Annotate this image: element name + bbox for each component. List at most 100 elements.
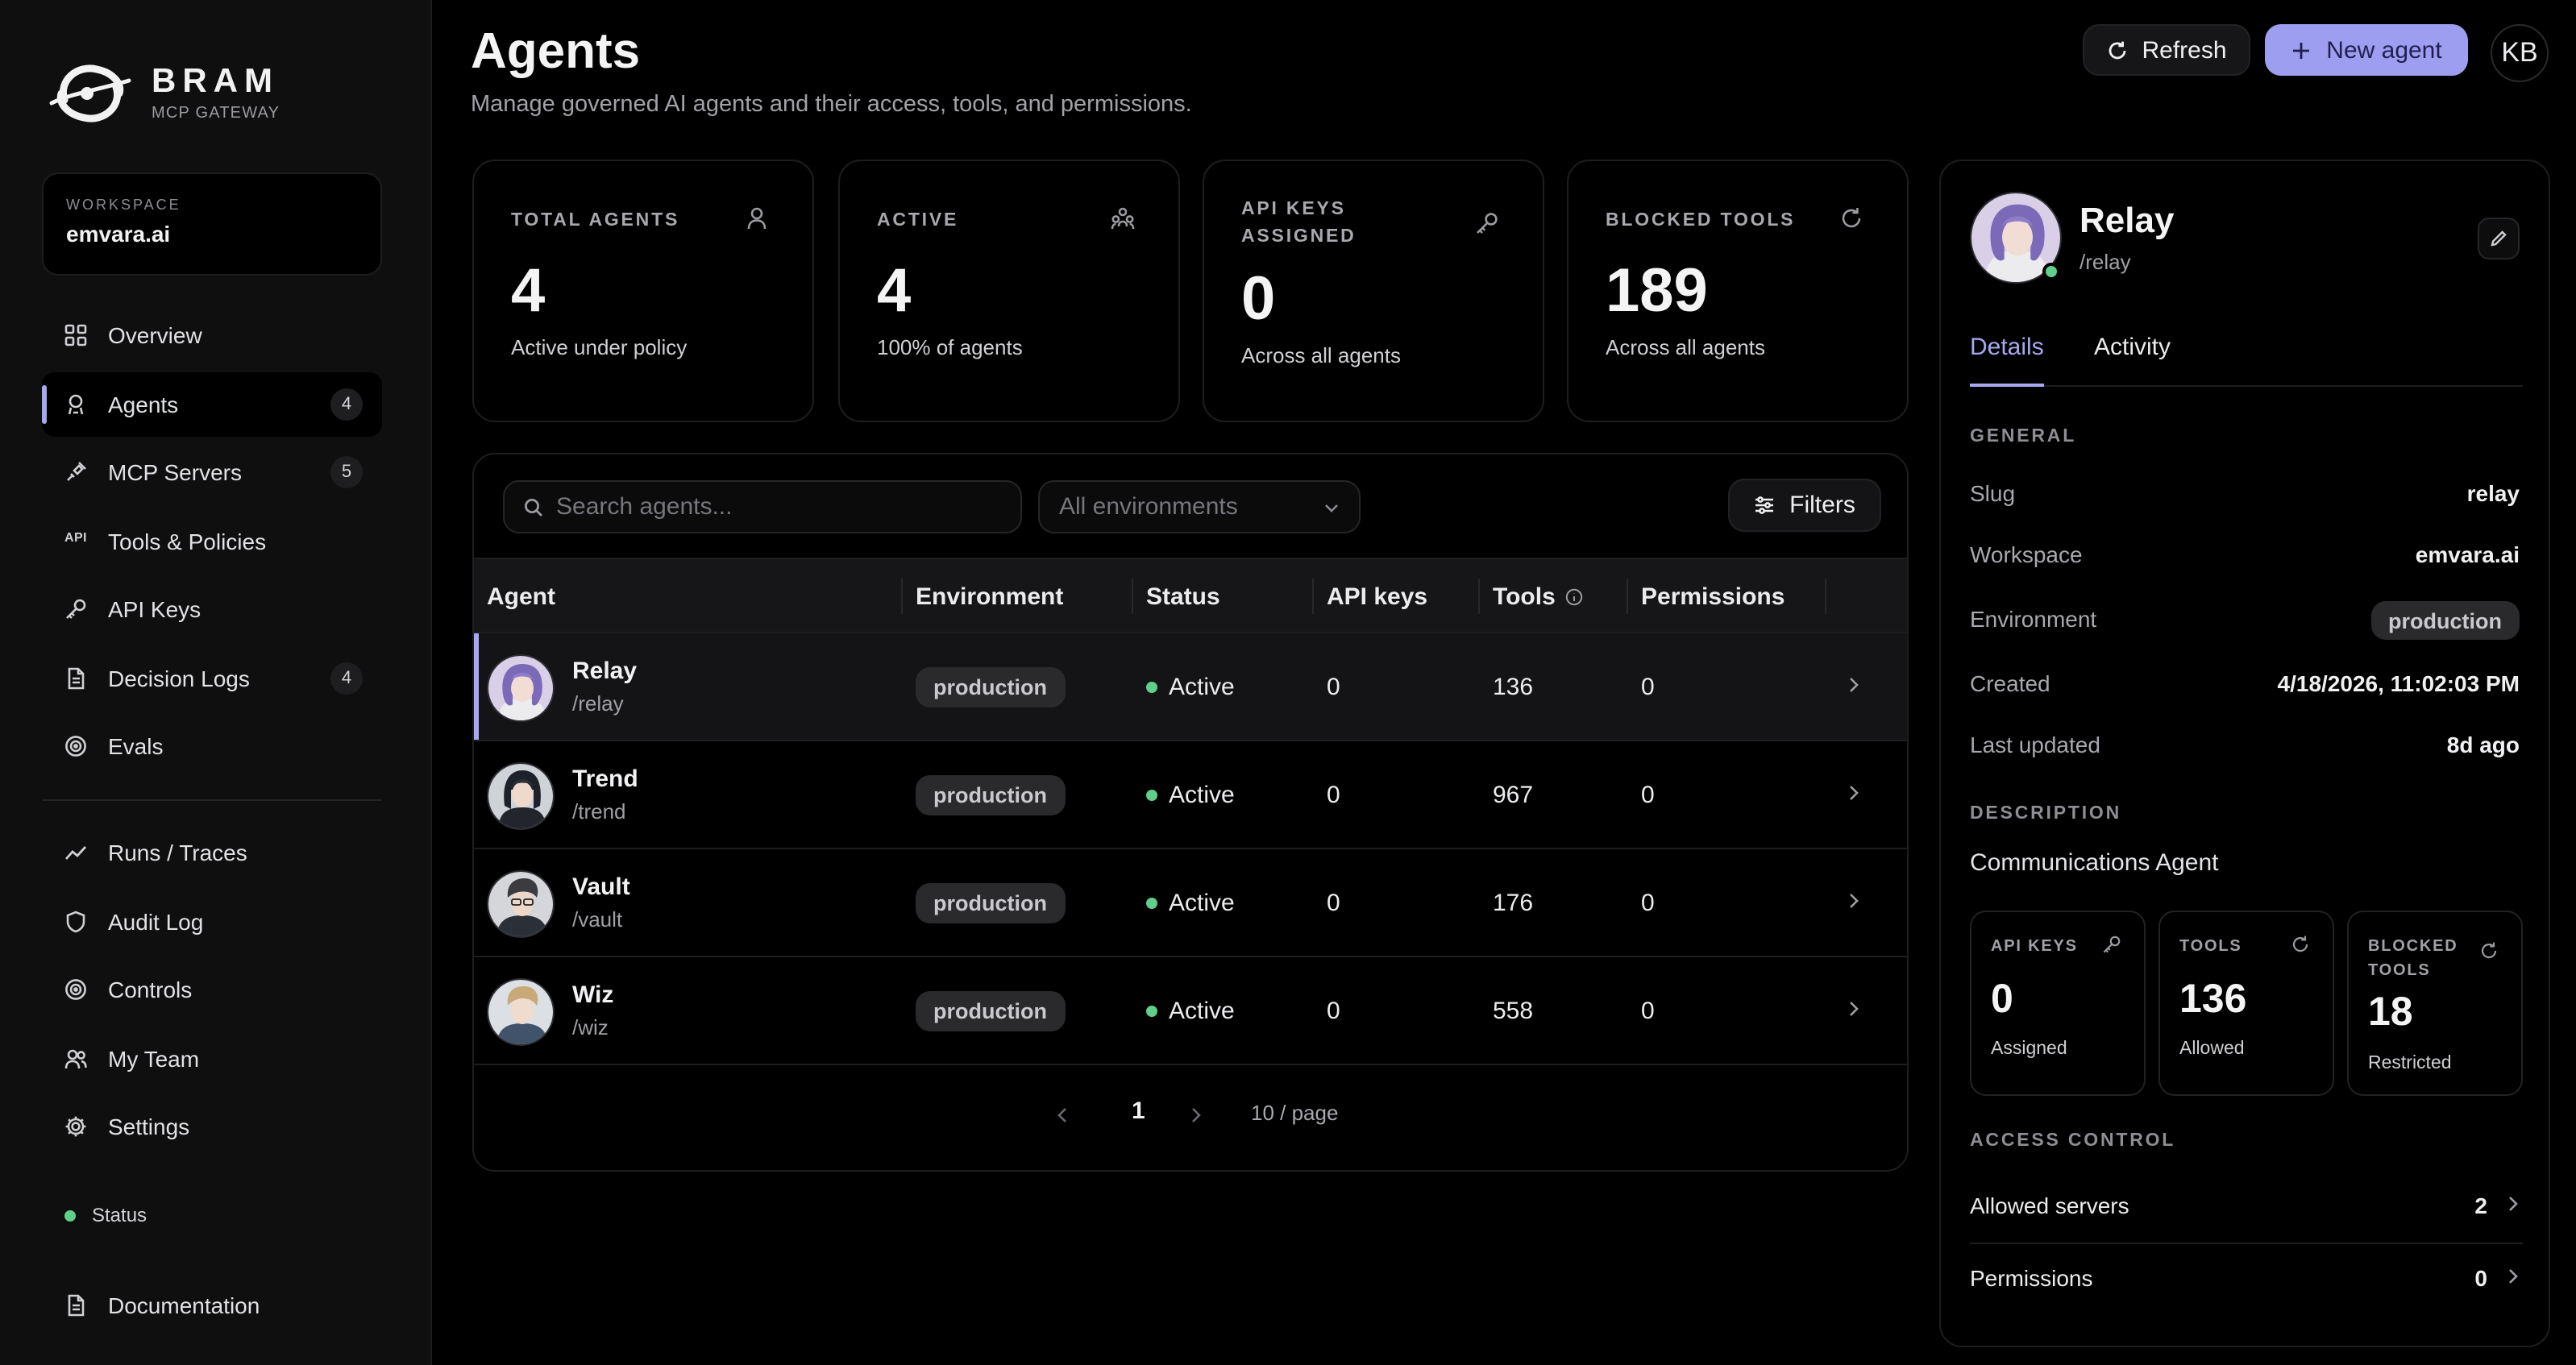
sidebar-item-label: Agents [108,391,179,417]
info-icon[interactable] [1565,588,1583,606]
status-dot [1146,898,1157,909]
api-keys-cell: 0 [1327,998,1340,1025]
table-row[interactable]: Wiz /wiz production Active 0 558 0 [474,957,1907,1065]
agent-name: Wiz [572,981,614,1009]
user-avatar[interactable]: KB [2491,24,2549,82]
column-header-tools-label: Tools [1493,583,1556,611]
users-icon [64,1048,87,1068]
column-header-agent[interactable]: Agent [487,583,555,611]
table-row[interactable]: Vault /vault production Active 0 176 0 [474,849,1907,957]
environment-select[interactable]: All environments [1038,480,1361,533]
tools-cell: 558 [1493,998,1534,1025]
new-agent-button[interactable]: New agent [2265,24,2468,76]
stat-foot: Across all agents [1241,343,1401,367]
stat-value: 4 [511,258,546,326]
tools-cell: 176 [1493,890,1534,917]
refresh-shield-icon [2481,942,2497,959]
agent-slug: /relay [572,691,624,716]
agent-avatar [1970,192,2062,284]
edit-button[interactable] [2478,218,2520,259]
column-header-api-keys[interactable]: API keys [1327,583,1428,611]
column-header-status[interactable]: Status [1146,583,1220,611]
filters-label: Filters [1789,492,1855,519]
page-size-select[interactable]: 10 / page [1251,1101,1339,1125]
robot-icon [68,393,84,414]
sidebar-item-mcp-servers[interactable]: MCP Servers 5 [42,440,382,504]
system-status[interactable]: Status [64,1204,147,1226]
chevron-right-icon[interactable] [1844,674,1863,696]
docs-nav: Documentation [42,1273,382,1342]
field-label: Slug [1970,480,2016,506]
mini-stat-label: TOOLS [2179,938,2242,956]
sidebar-item-agents[interactable]: Agents 4 [42,371,382,436]
brand-subtitle: MCP GATEWAY [152,105,280,122]
sidebar-item-decision-logs[interactable]: Decision Logs 4 [42,645,382,710]
agent-slug: /trend [572,799,626,824]
sidebar-item-label: Controls [108,977,193,1002]
stat-label: TOTAL AGENTS [511,211,680,230]
mini-stat-foot: Restricted [2368,1054,2452,1073]
agent-description: Communications Agent [1970,849,2219,877]
sidebar-item-audit-log[interactable]: Audit Log [42,889,382,953]
chevron-right-icon[interactable] [1844,998,1863,1020]
status-text: Active [1169,998,1235,1025]
column-header-tools[interactable]: Tools [1493,583,1583,611]
sidebar-item-controls[interactable]: Controls [42,957,382,1022]
agent-name: Trend [572,765,638,793]
search-box[interactable] [503,480,1022,533]
workspace-name: emvara.ai [66,221,171,247]
sidebar-item-documentation[interactable]: Documentation [42,1273,382,1338]
allowed-servers-row[interactable]: Allowed servers 2 [1970,1172,2523,1243]
sidebar-item-tools-policies[interactable]: API Tools & Policies [42,508,382,573]
search-icon [525,498,542,516]
api-keys-cell: 0 [1327,674,1340,701]
column-header-permissions[interactable]: Permissions [1641,583,1785,611]
sidebar-item-overview[interactable]: Overview [42,303,382,367]
plug-icon [67,462,86,481]
column-separator [1478,579,1480,614]
environment-badge: production [916,775,1065,815]
sidebar-item-label: Runs / Traces [108,840,247,865]
chevron-right-icon[interactable] [1188,1106,1204,1125]
sidebar-item-settings[interactable]: Settings [42,1094,382,1159]
sidebar-item-runs-traces[interactable]: Runs / Traces [42,820,382,885]
status-dot [1146,1006,1157,1017]
tab-details[interactable]: Details [1970,334,2044,387]
column-separator [1132,579,1133,614]
sidebar-item-evals[interactable]: Evals [42,714,382,778]
field-value: emvara.ai [2415,541,2520,567]
chevron-right-icon[interactable] [1844,782,1863,804]
permissions-row[interactable]: Permissions 0 [1970,1244,2523,1315]
sidebar-item-my-team[interactable]: My Team [42,1026,382,1090]
search-input[interactable] [556,493,991,521]
filters-button[interactable]: Filters [1728,479,1881,532]
chevron-down-icon [1325,504,1338,512]
workspace-switcher[interactable]: WORKSPACE emvara.ai [42,172,382,276]
column-header-environment[interactable]: Environment [916,583,1064,611]
chevron-right-icon[interactable] [1844,890,1863,912]
permissions-cell: 0 [1641,890,1655,917]
page-number[interactable]: 1 [1132,1097,1145,1125]
refresh-button[interactable]: Refresh [2083,24,2250,76]
stat-foot: Active under policy [511,335,688,359]
pencil-icon [2491,230,2507,247]
sidebar-item-label: Settings [108,1114,190,1139]
environment-select-value: All environments [1059,493,1238,521]
chevron-left-icon[interactable] [1054,1106,1070,1125]
status-indicator [64,1209,76,1221]
table-row[interactable]: Relay /relay production Active 0 136 0 [474,633,1907,741]
tab-activity[interactable]: Activity [2094,334,2171,361]
user-icon [747,207,767,230]
refresh-shield-icon [1842,208,1861,228]
brand[interactable]: BRAM MCP GATEWAY [48,58,280,129]
target-icon [65,736,86,757]
agent-avatar [487,870,555,938]
permissions-cell: 0 [1641,674,1655,701]
table-row[interactable]: Trend /trend production Active 0 967 0 [474,741,1907,849]
mini-stat-value: 0 [1991,977,2013,1022]
document-icon [68,1294,85,1317]
trend-icon [64,846,87,860]
sidebar-item-label: Tools & Policies [108,528,267,554]
sidebar-item-api-keys[interactable]: API Keys [42,577,382,641]
